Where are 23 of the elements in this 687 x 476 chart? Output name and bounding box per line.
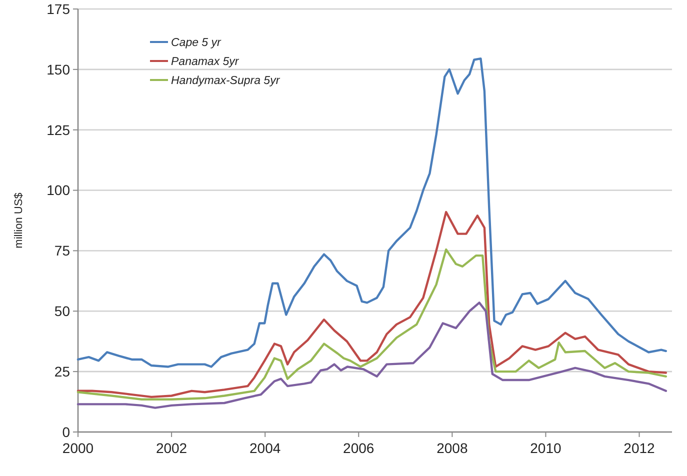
- x-tick-label: 2012: [624, 440, 656, 456]
- x-tick-label: 2010: [530, 440, 562, 456]
- y-tick-label: 100: [46, 182, 70, 198]
- line-series: [76, 57, 668, 368]
- x-tick-label: 2008: [436, 440, 468, 456]
- x-tick-label: 2000: [62, 440, 94, 456]
- line-series: [76, 210, 668, 398]
- y-tick-label: 50: [54, 303, 70, 320]
- line-series: [76, 248, 668, 400]
- y-tick-label: 125: [46, 122, 70, 138]
- x-tick-label: 2002: [156, 440, 188, 456]
- y-tick-label: 150: [46, 61, 70, 78]
- y-tick-label: 0: [62, 424, 70, 440]
- legend-label: Handymax-Supra 5yr: [171, 75, 281, 88]
- legend-label: Panamax 5yr: [171, 56, 240, 68]
- x-tick-label: 2006: [343, 440, 374, 456]
- y-tick-label: 175: [46, 0, 70, 17]
- legend-label: Cape 5 yr: [171, 37, 222, 50]
- x-tick-label: 2004: [250, 440, 281, 456]
- y-tick-label: 25: [54, 363, 70, 380]
- y-tick-label: 75: [54, 242, 70, 259]
- line-series: [76, 302, 668, 409]
- y-axis-title: million US$: [13, 192, 25, 248]
